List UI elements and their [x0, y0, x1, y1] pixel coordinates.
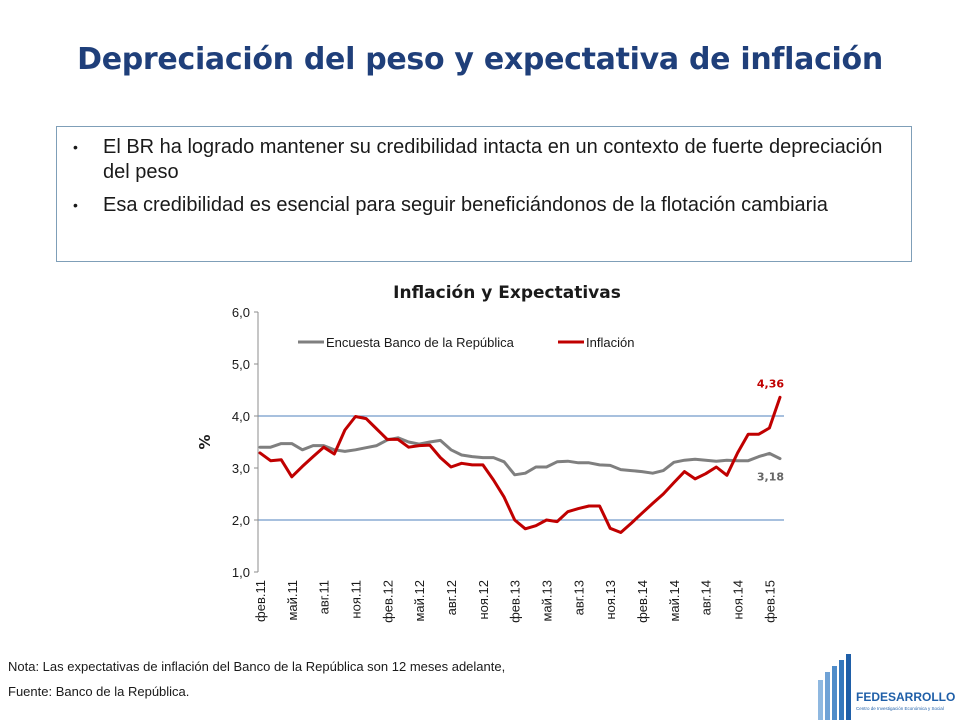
chart-title: Inflación y Expectativas [393, 283, 621, 303]
chart-note: Nota: Las expectativas de inflación del … [8, 659, 506, 674]
chart-source: Fuente: Banco de la República. [8, 684, 190, 699]
x-tick-label: фев.14 [635, 580, 650, 623]
legend-label: Inflación [586, 335, 634, 350]
page-title: Depreciación del peso y expectativa de i… [77, 42, 883, 77]
bullet-item: • Esa credibilidad es esencial para segu… [73, 193, 887, 218]
bullet-list: • El BR ha logrado mantener su credibili… [57, 127, 911, 218]
bullet-dot-icon: • [73, 139, 78, 155]
x-tick-label: авг.14 [699, 580, 714, 615]
end-label-encuesta: 3,18 [757, 471, 784, 484]
y-tick-label: 6,0 [232, 305, 250, 320]
logo-bars-icon: FEDESARROLLO Centro de Investigación Eco… [818, 654, 955, 720]
legend-label: Encuesta Banco de la República [326, 335, 515, 350]
x-tick-label: фев.12 [380, 580, 395, 623]
x-tick-label: ноя.14 [731, 580, 746, 620]
logo-tagline: Centro de Investigación Económica y Soci… [856, 706, 944, 711]
chart-container: Inflación y Expectativas % 1,0 2,0 3,0 4,0 5… [180, 272, 820, 652]
x-tick-label: фев.11 [253, 580, 268, 622]
bullet-text: Esa credibilidad es esencial para seguir… [103, 194, 828, 216]
y-tick-label: 4,0 [232, 409, 250, 424]
bullet-item: • El BR ha logrado mantener su credibili… [73, 135, 887, 185]
x-tick-label: май.11 [285, 580, 300, 621]
series-line-inflacion [258, 395, 782, 534]
logo-text: FEDESARROLLO [856, 690, 955, 704]
x-tick-label: ноя.13 [603, 580, 618, 620]
x-tick-label: май.13 [540, 580, 555, 622]
y-tick-label: 3,0 [232, 461, 250, 476]
x-tick-label: ноя.11 [349, 580, 364, 619]
y-axis-label: % [196, 434, 214, 449]
line-chart: Inflación y Expectativas % 1,0 2,0 3,0 4,0 5… [196, 283, 784, 623]
x-tick-label: фев.13 [508, 580, 523, 623]
series-line-encuesta [258, 436, 782, 477]
bullet-text: El BR ha logrado mantener su credibilida… [103, 136, 883, 183]
y-tick-label: 1,0 [232, 565, 250, 580]
x-tick-label: май.12 [412, 580, 427, 622]
x-tick-label: авг.13 [571, 580, 586, 615]
y-tick-label: 2,0 [232, 513, 250, 528]
bullet-box: • El BR ha logrado mantener su credibili… [56, 126, 912, 262]
end-label-inflacion: 4,36 [757, 377, 784, 390]
bullet-dot-icon: • [73, 197, 78, 213]
y-tick-label: 5,0 [232, 357, 250, 372]
x-tick-label: авг.11 [317, 580, 332, 614]
x-tick-label: ноя.12 [476, 580, 491, 620]
x-tick-label: фев.15 [762, 580, 777, 623]
x-tick-label: авг.12 [444, 580, 459, 615]
x-tick-label: май.14 [667, 580, 682, 622]
fedesarrollo-logo: FEDESARROLLO Centro de Investigación Eco… [812, 650, 960, 720]
